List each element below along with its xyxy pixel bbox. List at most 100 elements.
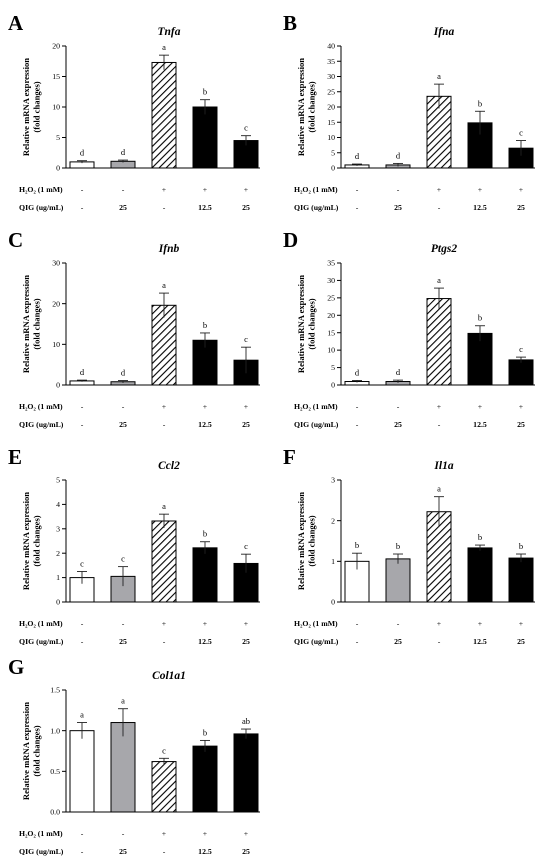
significance-letter: b bbox=[203, 87, 207, 97]
treatment-value: - bbox=[81, 203, 84, 212]
treatment-value: 12.5 bbox=[473, 420, 487, 429]
y-axis-label: Relative mRNA expression(fold changes) bbox=[296, 492, 317, 590]
bar bbox=[467, 547, 493, 603]
treatment-value: 12.5 bbox=[473, 637, 487, 646]
treatment-value: - bbox=[397, 185, 400, 194]
significance-letter: c bbox=[80, 559, 84, 569]
y-tick-label: 25 bbox=[327, 293, 335, 302]
significance-letter: b bbox=[478, 313, 482, 323]
treatment-value: - bbox=[163, 420, 166, 429]
treatment-value: + bbox=[162, 619, 167, 628]
treatment-value: + bbox=[437, 185, 442, 194]
treatment-value: + bbox=[203, 185, 208, 194]
treatment-value: 25 bbox=[242, 203, 250, 212]
bar bbox=[508, 557, 534, 603]
significance-letter: c bbox=[519, 344, 523, 354]
y-axis-label-line: (fold changes) bbox=[32, 81, 42, 132]
y-tick-label: 20 bbox=[52, 42, 60, 51]
significance-letter: d bbox=[355, 367, 360, 377]
treatment-label: QIG (ug/mL) bbox=[19, 847, 64, 856]
treatment-value: 25 bbox=[517, 637, 525, 646]
treatment-value: - bbox=[438, 637, 441, 646]
treatment-value: + bbox=[203, 619, 208, 628]
y-tick-label: 0 bbox=[331, 381, 335, 390]
treatment-value: - bbox=[356, 637, 359, 646]
y-tick-label: 35 bbox=[327, 57, 335, 66]
treatment-value: 25 bbox=[242, 847, 250, 856]
significance-letter: b bbox=[203, 529, 207, 539]
significance-letter: a bbox=[80, 710, 84, 720]
treatment-value: + bbox=[162, 829, 167, 838]
significance-letter: ab bbox=[242, 716, 250, 726]
chart-title: Col1a1 bbox=[152, 670, 186, 682]
treatment-value: - bbox=[81, 619, 84, 628]
treatment-value: - bbox=[356, 402, 359, 411]
y-axis-label-line: Relative mRNA expression bbox=[21, 58, 31, 156]
y-tick-label: 3 bbox=[331, 476, 335, 485]
y-tick-label: 10 bbox=[52, 103, 60, 112]
y-tick-label: 15 bbox=[327, 328, 335, 337]
y-axis-label: Relative mRNA expression(fold changes) bbox=[296, 275, 317, 373]
treatment-value: - bbox=[356, 420, 359, 429]
treatment-value: + bbox=[203, 402, 208, 411]
panel-letter: C bbox=[8, 228, 23, 252]
treatment-value: - bbox=[122, 402, 125, 411]
y-tick-label: 30 bbox=[327, 72, 335, 81]
treatment-value: 12.5 bbox=[473, 203, 487, 212]
treatment-value: + bbox=[244, 185, 249, 194]
treatment-value: - bbox=[397, 619, 400, 628]
y-tick-label: 0 bbox=[56, 381, 60, 390]
treatment-value: + bbox=[519, 402, 524, 411]
y-tick-label: 0 bbox=[56, 598, 60, 607]
treatment-value: + bbox=[244, 619, 249, 628]
treatment-label: QIG (ug/mL) bbox=[19, 637, 64, 646]
significance-letter: b bbox=[203, 727, 207, 737]
y-tick-label: 25 bbox=[327, 87, 335, 96]
y-tick-label: 10 bbox=[327, 346, 335, 355]
significance-letter: a bbox=[437, 275, 441, 285]
treatment-label: QIG (ug/mL) bbox=[19, 420, 64, 429]
chart-title: Ifnb bbox=[158, 243, 180, 255]
treatment-value: + bbox=[162, 185, 167, 194]
y-tick-label: 0 bbox=[331, 598, 335, 607]
treatment-value: 25 bbox=[119, 420, 127, 429]
treatment-value: - bbox=[356, 185, 359, 194]
y-tick-label: 5 bbox=[56, 133, 60, 142]
chart-title: Ccl2 bbox=[158, 460, 180, 472]
bar bbox=[151, 304, 177, 386]
bar bbox=[233, 733, 259, 813]
y-axis-label-line: Relative mRNA expression bbox=[21, 702, 31, 800]
treatment-value: + bbox=[244, 402, 249, 411]
y-axis-label-line: (fold changes) bbox=[32, 515, 42, 566]
chart-title: Ptgs2 bbox=[431, 243, 457, 255]
y-tick-label: 10 bbox=[327, 133, 335, 142]
bar bbox=[192, 106, 218, 169]
treatment-value: - bbox=[122, 619, 125, 628]
y-axis-label: Relative mRNA expression(fold changes) bbox=[21, 58, 42, 156]
significance-letter: b bbox=[519, 541, 523, 551]
y-tick-label: 2 bbox=[331, 516, 335, 525]
y-axis-label-line: (fold changes) bbox=[32, 725, 42, 776]
treatment-label: QIG (ug/mL) bbox=[294, 203, 339, 212]
y-tick-label: 35 bbox=[327, 259, 335, 268]
significance-letter: c bbox=[244, 123, 248, 133]
treatment-value: - bbox=[163, 637, 166, 646]
y-axis-label-line: Relative mRNA expression bbox=[296, 275, 306, 373]
treatment-value: - bbox=[81, 847, 84, 856]
y-tick-label: 10 bbox=[52, 340, 60, 349]
treatment-value: - bbox=[356, 619, 359, 628]
y-tick-label: 5 bbox=[331, 148, 335, 157]
treatment-value: - bbox=[81, 420, 84, 429]
significance-letter: c bbox=[519, 128, 523, 138]
bar bbox=[69, 730, 95, 813]
chart-title: Ifna bbox=[433, 26, 455, 38]
treatment-value: - bbox=[438, 420, 441, 429]
y-tick-label: 1 bbox=[56, 573, 60, 582]
significance-letter: d bbox=[396, 367, 401, 377]
treatment-value: + bbox=[478, 402, 483, 411]
significance-letter: b bbox=[203, 320, 207, 330]
significance-letter: c bbox=[121, 554, 125, 564]
panel-d: D Ptgs2 Relative mRNA expression(fold chan… bbox=[283, 228, 535, 429]
treatment-label: QIG (ug/mL) bbox=[294, 420, 339, 429]
